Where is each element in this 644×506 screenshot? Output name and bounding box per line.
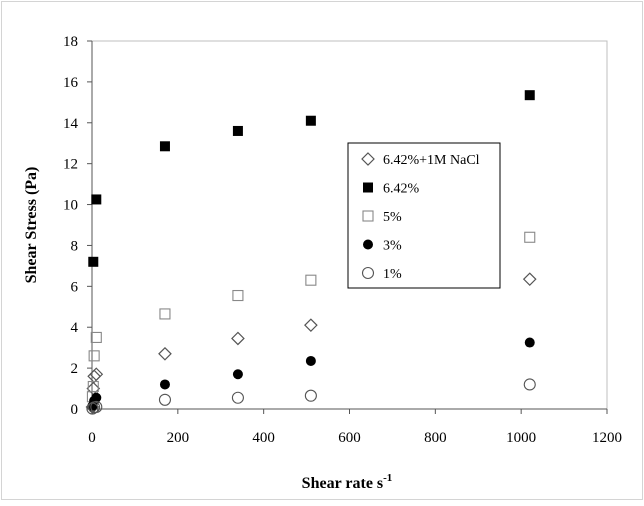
data-point [159, 308, 171, 320]
data-points [85, 90, 537, 415]
data-point [232, 125, 243, 136]
legend-marker [363, 182, 373, 193]
data-point [90, 400, 103, 414]
data-point [158, 346, 172, 361]
y-tick-label: 0 [71, 402, 79, 418]
legend-marker [362, 210, 374, 222]
y-tick-label: 4 [71, 320, 79, 336]
data-point [159, 379, 170, 390]
data-point [304, 389, 317, 402]
data-point [232, 369, 243, 380]
data-point [159, 141, 170, 152]
legend-marker [363, 239, 373, 250]
y-tick-label: 10 [63, 198, 78, 214]
data-point [304, 318, 318, 333]
y-axis-label: Shear Stress (Pa) [23, 167, 40, 284]
data-point [305, 115, 316, 126]
data-point [87, 380, 99, 393]
data-point [91, 392, 102, 403]
data-point [522, 272, 537, 287]
legend-label: 5% [383, 210, 402, 225]
legend-label: 1% [383, 267, 402, 282]
x-tick-label: 1000 [506, 430, 536, 446]
y-tick-label: 12 [63, 157, 78, 173]
data-point [88, 350, 100, 362]
y-tick-label: 8 [71, 238, 79, 254]
data-point [523, 378, 536, 391]
x-axis-label-superscript: -1 [383, 472, 392, 484]
x-tick-label: 200 [167, 430, 190, 446]
x-axis-label: Shear rate s-1 [302, 472, 393, 492]
data-point [89, 367, 104, 382]
x-tick-label: 800 [424, 430, 447, 446]
y-tick-label: 18 [63, 34, 78, 50]
x-tick-label: 600 [338, 430, 361, 446]
legend-marker [361, 266, 375, 280]
data-point [231, 331, 245, 346]
axis-ticks: 0 2 4 6 8 10 12 14 16 18 0 200 400 600 800 1000 1200 [63, 34, 622, 446]
y-tick-label: 2 [71, 361, 79, 377]
data-point [231, 391, 244, 404]
x-tick-label: 400 [252, 430, 275, 446]
data-point [305, 355, 316, 366]
series-3 [87, 337, 535, 411]
data-point [91, 194, 102, 205]
legend-label: 3% [383, 239, 402, 254]
x-axis-label-text: Shear rate s [302, 475, 383, 492]
data-point [305, 274, 317, 286]
x-tick-label: 0 [88, 430, 96, 446]
data-point [158, 393, 172, 406]
data-point [524, 337, 535, 348]
series-4 [86, 378, 536, 415]
y-tick-label: 14 [63, 116, 79, 132]
legend-marker [361, 152, 375, 166]
data-point [232, 289, 244, 302]
data-point [524, 90, 535, 101]
y-tick-label: 16 [63, 75, 79, 91]
x-tick-label: 1200 [592, 430, 622, 446]
legend: 6.42%+1M NaCl 6.42% 5% 3% 1% [347, 142, 501, 289]
data-point [88, 256, 99, 267]
series-1 [88, 90, 535, 267]
series-2 [86, 231, 536, 403]
legend-label: 6.42% [383, 182, 420, 197]
y-tick-label: 6 [71, 279, 79, 295]
legend-label: 6.42%+1M NaCl [383, 153, 480, 168]
data-point [90, 331, 102, 343]
data-point [524, 231, 536, 243]
